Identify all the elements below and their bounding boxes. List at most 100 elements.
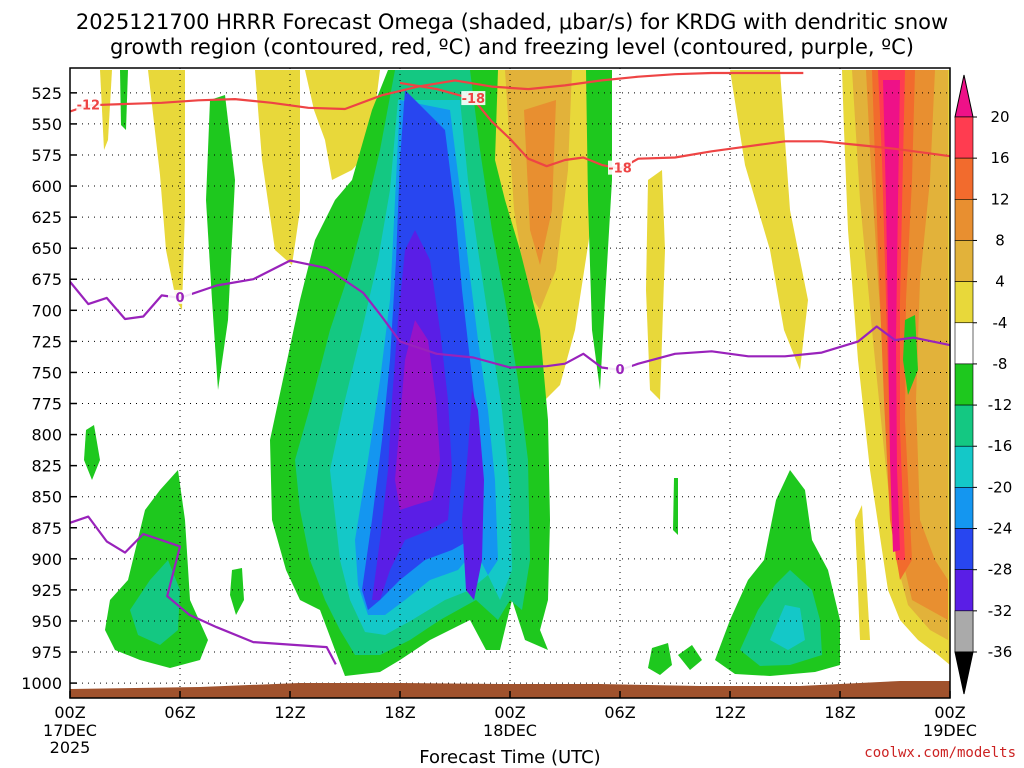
y-axis: 525 550 575 600 625 650 675 700 725 750 775 800 825 8… (21, 84, 77, 693)
shade-ascent-main-core (395, 320, 440, 510)
y-tick-label: 575 (31, 146, 62, 165)
shade-ascent-early (105, 470, 208, 668)
y-tick-label: 650 (31, 239, 62, 258)
shade-ascent-late-str (770, 605, 805, 650)
shade-ascent-streak (230, 568, 244, 615)
contour-label: -18 (462, 92, 486, 107)
colorbar-label: 16 (990, 149, 1009, 167)
colorbar-swatch (954, 199, 974, 241)
shade-descent-streak (646, 170, 665, 400)
shade-ascent-sub-core (462, 390, 484, 600)
y-tick-label: 700 (31, 301, 62, 320)
x-tick-label: 12Z (274, 703, 305, 722)
colorbar-label: -24 (988, 520, 1013, 538)
x-tick-date: 19DEC (923, 721, 977, 740)
y-tick-label: 600 (31, 177, 62, 196)
colorbar-swatch (954, 569, 974, 612)
contour-label: 0 (175, 291, 184, 306)
colorbar-label: 20 (990, 108, 1009, 126)
shade-ascent-streak (678, 645, 702, 670)
y-tick-label: 725 (31, 332, 62, 351)
colorbar-swatch (954, 445, 974, 488)
shade-ascent-streak (648, 643, 672, 675)
contour-label: -12 (77, 98, 101, 113)
y-tick-label: 800 (31, 426, 62, 445)
chart-title-line1: 2025121700 HRRR Forecast Omega (shaded, … (76, 10, 948, 34)
contour-label-bg (168, 289, 192, 304)
plot-area: -12 -18 -18 0 0 525 550 575 600 625 650 675 700 725 7… (21, 67, 977, 757)
shade-descent-streak (730, 70, 808, 370)
colorbar-swatch (954, 610, 974, 653)
contour-label-bg (608, 160, 632, 175)
shade-descent-streak (148, 70, 185, 310)
y-tick-label: 1000 (21, 674, 62, 693)
chart-title-line2: growth region (contoured, red, ºC) and f… (110, 35, 914, 59)
x-tick-label: 18Z (384, 703, 415, 722)
colorbar-swatch (954, 528, 974, 570)
shade-ascent-streak (120, 70, 128, 130)
x-tick-label: 06Z (604, 703, 635, 722)
y-tick-label: 625 (31, 208, 62, 227)
x-axis-label: Forecast Time (UTC) (419, 747, 600, 768)
x-tick-label: 00Z (54, 703, 85, 722)
y-tick-label: 525 (31, 84, 62, 103)
shade-ascent-streak (206, 95, 235, 390)
y-tick-label: 775 (31, 395, 62, 414)
credit-text: coolwx.com/modelts (864, 745, 1016, 761)
y-tick-label: 825 (31, 457, 62, 476)
y-tick-label: 975 (31, 643, 62, 662)
contour-label: 0 (615, 363, 624, 378)
shade-ascent-streak (84, 425, 100, 480)
colorbar-label: 12 (990, 190, 1009, 208)
colorbar-label: 4 (995, 273, 1005, 291)
x-tick-date: 17DEC (43, 721, 97, 740)
colorbar-label: -16 (988, 437, 1013, 455)
y-tick-label: 850 (31, 488, 62, 507)
shade-descent-streak (855, 505, 870, 640)
y-tick-label: 675 (31, 270, 62, 289)
y-tick-label: 750 (31, 363, 62, 382)
contour-label-bg (608, 361, 632, 376)
colorbar-swatch (954, 157, 974, 200)
colorbar: 20 16 12 8 4 -4 -8 -12 -16 -20 -24 -28 -32 -36 (954, 74, 1013, 695)
shade-descent-core (883, 80, 900, 552)
colorbar-label: -12 (988, 396, 1013, 414)
y-tick-label: 550 (31, 115, 62, 134)
colorbar-label: -28 (988, 561, 1013, 579)
shade-descent-midday-str (524, 100, 556, 265)
contour-label-bg (76, 97, 101, 112)
x-tick-label: 06Z (164, 703, 195, 722)
colorbar-label: 8 (995, 231, 1005, 249)
colorbar-swatch (954, 487, 974, 529)
shade-ascent-early-mod (130, 560, 180, 645)
x-tick-label: 12Z (714, 703, 745, 722)
x-tick-label: 18Z (824, 703, 855, 722)
y-tick-label: 875 (31, 519, 62, 538)
colorbar-swatch (954, 363, 974, 406)
x-tick-year: 2025 (50, 738, 91, 757)
colorbar-swatch (954, 404, 974, 447)
y-tick-label: 900 (31, 550, 62, 569)
colorbar-swatch (954, 281, 974, 324)
colorbar-label: -36 (988, 643, 1013, 661)
colorbar-swatch (954, 322, 974, 365)
shade-ascent-streak (673, 478, 678, 535)
y-tick-label: 925 (31, 581, 62, 600)
colorbar-label: -4 (993, 314, 1008, 332)
y-tick-label: 950 (31, 612, 62, 631)
shade-descent-streak (255, 70, 300, 265)
colorbar-bottom-arrow (954, 651, 974, 695)
contour-label-bg (461, 91, 486, 106)
shade-ascent-streak (903, 315, 918, 395)
colorbar-swatch (954, 116, 974, 159)
colorbar-label: -32 (988, 602, 1013, 620)
x-tick-label: 00Z (494, 703, 525, 722)
shade-descent-streak (100, 70, 112, 150)
contour-freezing-level (70, 259, 950, 372)
colorbar-swatch (954, 240, 974, 282)
x-tick-label: 00Z (934, 703, 965, 722)
contour-label: -18 (608, 162, 632, 177)
colorbar-label: -20 (988, 478, 1013, 496)
